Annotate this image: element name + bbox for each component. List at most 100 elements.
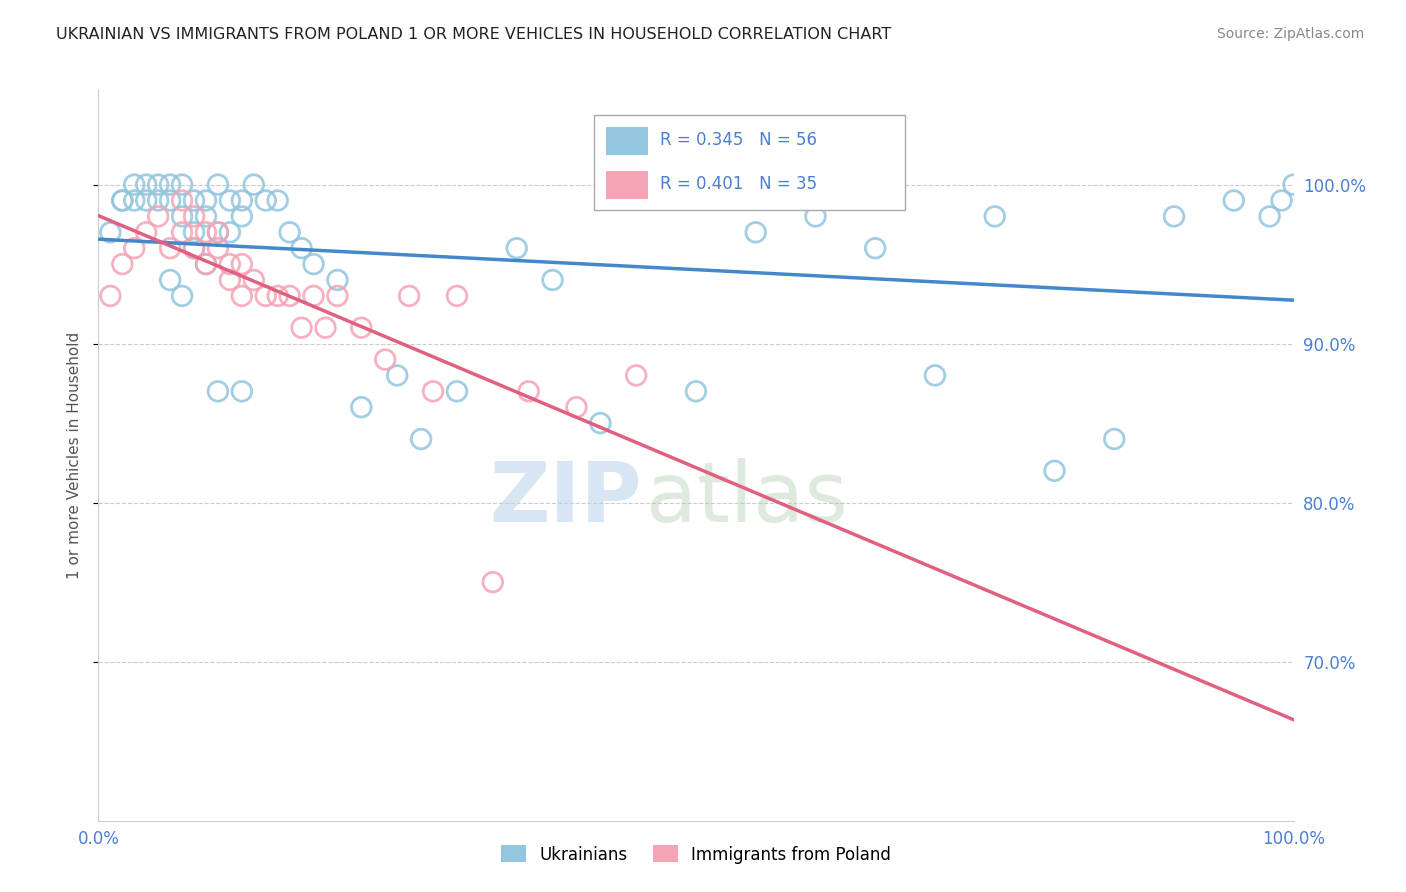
Point: [685, 384, 707, 399]
Legend: Ukrainians, Immigrants from Poland: Ukrainians, Immigrants from Poland: [501, 846, 891, 863]
Point: [1282, 178, 1305, 192]
Point: [183, 241, 205, 255]
Point: [517, 384, 540, 399]
Point: [541, 273, 564, 287]
Point: [589, 416, 612, 430]
Point: [207, 225, 229, 239]
Point: [254, 289, 277, 303]
Point: [159, 273, 181, 287]
Point: [135, 194, 157, 208]
Point: [172, 194, 194, 208]
Point: [1043, 464, 1066, 478]
Point: [219, 225, 242, 239]
Point: [924, 368, 946, 383]
Text: ZIP: ZIP: [489, 458, 643, 540]
Point: [124, 194, 146, 208]
Point: [195, 257, 218, 271]
Point: [98, 289, 122, 303]
Point: [278, 289, 301, 303]
Point: [385, 368, 409, 383]
Point: [159, 241, 181, 255]
Text: R = 0.401   N = 35: R = 0.401 N = 35: [661, 176, 817, 194]
Point: [326, 289, 349, 303]
Point: [745, 225, 768, 239]
Point: [111, 194, 134, 208]
Point: [302, 257, 325, 271]
Point: [135, 178, 157, 192]
Point: [148, 210, 170, 224]
Point: [350, 401, 373, 415]
Point: [326, 273, 349, 287]
Text: UKRAINIAN VS IMMIGRANTS FROM POLAND 1 OR MORE VEHICLES IN HOUSEHOLD CORRELATION : UKRAINIAN VS IMMIGRANTS FROM POLAND 1 OR…: [56, 27, 891, 42]
Point: [267, 194, 290, 208]
Point: [183, 241, 205, 255]
Text: Source: ZipAtlas.com: Source: ZipAtlas.com: [1216, 27, 1364, 41]
Point: [148, 178, 170, 192]
Point: [231, 257, 253, 271]
Point: [195, 210, 218, 224]
Point: [291, 241, 314, 255]
Point: [804, 210, 827, 224]
Point: [254, 194, 277, 208]
Y-axis label: 1 or more Vehicles in Household: 1 or more Vehicles in Household: [67, 331, 83, 579]
Point: [159, 178, 181, 192]
Point: [411, 432, 433, 446]
Point: [446, 289, 468, 303]
Text: R = 0.345   N = 56: R = 0.345 N = 56: [661, 131, 817, 149]
Point: [183, 194, 205, 208]
Point: [111, 257, 134, 271]
Point: [267, 289, 290, 303]
Point: [172, 178, 194, 192]
Point: [1258, 210, 1281, 224]
Point: [231, 289, 253, 303]
FancyBboxPatch shape: [595, 115, 905, 210]
Point: [172, 289, 194, 303]
Point: [183, 225, 205, 239]
Point: [207, 384, 229, 399]
Point: [446, 384, 468, 399]
Point: [172, 225, 194, 239]
Text: atlas: atlas: [645, 458, 848, 540]
Point: [350, 320, 373, 334]
Point: [207, 178, 229, 192]
Point: [374, 352, 396, 367]
Point: [195, 194, 218, 208]
Point: [231, 210, 253, 224]
Point: [231, 194, 253, 208]
Point: [506, 241, 529, 255]
Point: [1223, 194, 1246, 208]
Point: [481, 575, 505, 590]
FancyBboxPatch shape: [606, 128, 648, 155]
Point: [207, 225, 229, 239]
Point: [124, 178, 146, 192]
Point: [219, 257, 242, 271]
Point: [98, 225, 122, 239]
Point: [183, 210, 205, 224]
Point: [865, 241, 887, 255]
Point: [422, 384, 444, 399]
Point: [626, 368, 648, 383]
Point: [243, 178, 266, 192]
Point: [172, 210, 194, 224]
Point: [231, 384, 253, 399]
Point: [111, 194, 134, 208]
Point: [148, 194, 170, 208]
Point: [278, 225, 301, 239]
Point: [302, 289, 325, 303]
Point: [315, 320, 337, 334]
Point: [195, 257, 218, 271]
Point: [243, 273, 266, 287]
Point: [219, 194, 242, 208]
Point: [984, 210, 1007, 224]
Point: [207, 241, 229, 255]
Point: [1271, 194, 1294, 208]
Point: [159, 194, 181, 208]
Point: [124, 241, 146, 255]
Point: [1104, 432, 1126, 446]
Point: [219, 273, 242, 287]
Point: [135, 225, 157, 239]
Point: [565, 401, 588, 415]
Point: [398, 289, 420, 303]
Point: [195, 225, 218, 239]
Point: [291, 320, 314, 334]
